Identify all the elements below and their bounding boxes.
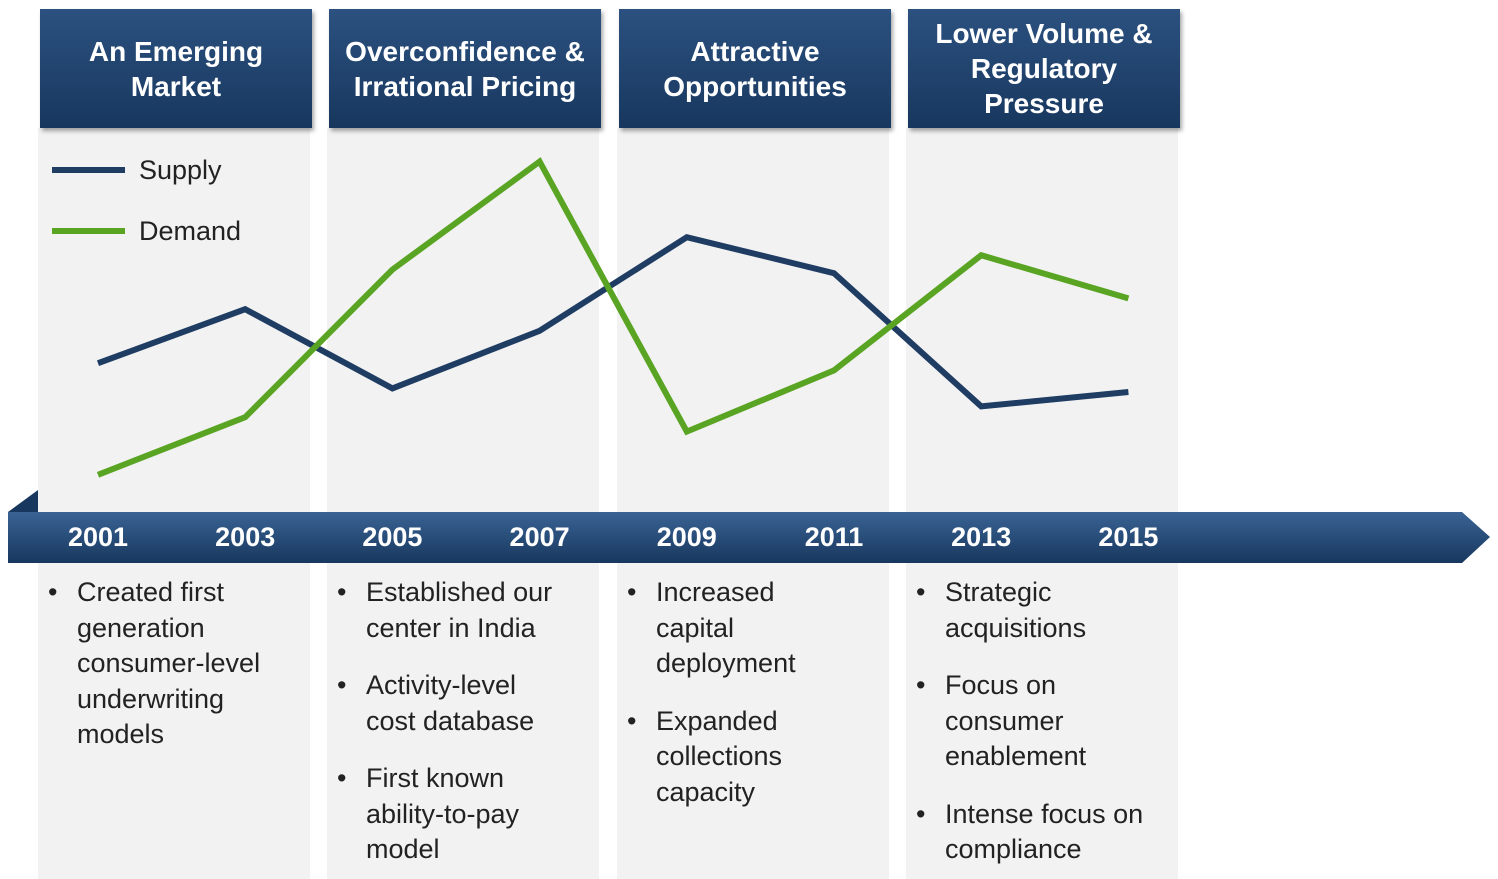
bullet-list: Strategic acquisitions Focus on consumer … <box>908 575 1148 879</box>
series-line <box>96 157 1130 478</box>
phase-column <box>38 128 310 879</box>
bullet: Strategic acquisitions <box>908 575 1148 646</box>
x-tick-label: 2005 <box>362 522 422 552</box>
timeline-arrow <box>8 512 1490 563</box>
bullet: Established our center in India <box>329 575 569 646</box>
x-tick-label: 2013 <box>951 522 1011 552</box>
bullet: Intense focus on compliance <box>908 797 1148 868</box>
phase-header: An Emerging Market <box>40 9 312 128</box>
bullet-list: Increased capital deployment Expanded col… <box>619 575 859 832</box>
series-line <box>96 233 1129 410</box>
legend-label: Demand <box>139 216 241 246</box>
bullet: Focus on consumer enablement <box>908 668 1148 775</box>
bullet: Expanded collections capacity <box>619 704 859 811</box>
x-tick-label: 2015 <box>1098 522 1158 552</box>
x-tick-label: 2007 <box>510 522 570 552</box>
bullet: Increased capital deployment <box>619 575 859 682</box>
phase-column <box>327 128 599 879</box>
x-tick-label: 2011 <box>805 522 864 552</box>
phase-header: Lower Volume & Regulatory Pressure <box>908 9 1180 128</box>
arrow-notch <box>8 490 38 512</box>
bullet-list: Created first generation consumer-level … <box>40 575 280 775</box>
bullet: Activity-level cost database <box>329 668 569 739</box>
x-tick-label: 2003 <box>215 522 275 552</box>
legend-label: Supply <box>139 155 222 185</box>
bullet-list: Established our center in India Activity-… <box>329 575 569 879</box>
phase-header: Attractive Opportunities <box>619 9 891 128</box>
x-tick-label: 2001 <box>68 522 128 552</box>
x-tick-label: 2009 <box>657 522 717 552</box>
bullet: First known ability-to-pay model <box>329 761 569 868</box>
bullet: Created first generation consumer-level … <box>40 575 280 753</box>
phase-header: Overconfidence & Irrational Pricing <box>329 9 601 128</box>
